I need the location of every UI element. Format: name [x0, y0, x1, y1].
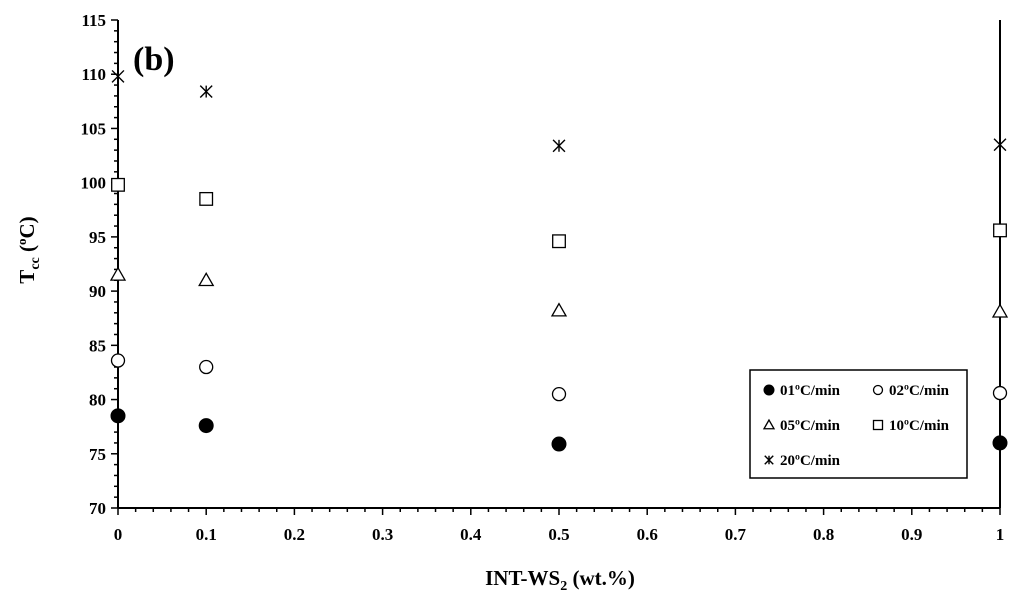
data-points — [109, 69, 1009, 452]
data-point-open-square — [111, 177, 125, 192]
data-point-open-triangle — [109, 266, 127, 281]
legend-marker-open-circle — [872, 384, 884, 396]
y-axis-title-subscript: cc — [28, 257, 43, 269]
x-tick-label: 0.8 — [813, 525, 834, 544]
y-axis-title-main: T — [15, 270, 39, 284]
x-tick-label: 0.5 — [548, 525, 569, 544]
legend-marker-asterisk — [764, 455, 774, 465]
legend-label: 01ºC/min — [780, 383, 841, 399]
x-axis-title: INT-WS2 (wt.%) — [485, 566, 635, 594]
y-tick-label: 70 — [89, 499, 106, 518]
legend-box — [749, 369, 968, 479]
y-tick-label: 105 — [81, 119, 107, 138]
y-tick-label: 80 — [89, 391, 106, 410]
x-tick-label: 0.1 — [196, 525, 217, 544]
x-tick-label: 0.9 — [901, 525, 922, 544]
x-tick-label: 1 — [996, 525, 1005, 544]
tick-labels: 70 75 80 85 90 95 100 105 110 115 0 0.1 0.2 0.3 0.4 0.5… — [81, 11, 1005, 544]
legend-label: 02ºC/min — [889, 383, 950, 399]
data-point-filled-circle — [992, 435, 1008, 451]
y-tick-label: 95 — [89, 228, 106, 247]
data-point-filled-circle — [110, 408, 126, 424]
x-axis-title-suffix: (wt.%) — [567, 566, 635, 590]
data-point-asterisk — [199, 85, 213, 99]
legend-marker-filled-circle — [763, 384, 775, 396]
y-axis-title-superscript: o — [14, 238, 29, 245]
y-tick-label: 90 — [89, 282, 106, 301]
x-tick-label: 0.6 — [637, 525, 658, 544]
data-point-asterisk — [111, 69, 125, 83]
x-tick-label: 0.3 — [372, 525, 393, 544]
y-axis-title: Tcc (oC) — [14, 216, 43, 283]
x-tick-label: 0.4 — [460, 525, 482, 544]
y-tick-label: 85 — [89, 336, 106, 355]
data-point-open-square — [993, 223, 1007, 238]
data-point-open-triangle — [550, 302, 568, 317]
y-axis-title-open: ( — [15, 245, 39, 257]
data-point-asterisk — [993, 138, 1007, 152]
y-axis-title-suffix: C) — [15, 216, 39, 238]
data-point-open-triangle — [991, 303, 1009, 318]
data-point-open-circle — [992, 385, 1008, 401]
y-tick-label: 110 — [81, 65, 106, 84]
y-tick-label: 115 — [81, 11, 106, 30]
x-tick-label: 0.2 — [284, 525, 305, 544]
data-point-open-circle — [551, 386, 567, 402]
legend-label: 10ºC/min — [889, 418, 950, 434]
data-point-open-square — [199, 191, 214, 206]
legend-label: 20ºC/min — [780, 453, 841, 469]
x-axis-title-subscript: 2 — [560, 579, 567, 594]
legend-marker-open-square — [872, 419, 884, 431]
data-point-open-square — [552, 234, 566, 249]
x-tick-label: 0.7 — [725, 525, 747, 544]
panel-label: (b) — [133, 41, 175, 78]
x-axis-title-main: INT-WS — [485, 566, 560, 590]
legend-label: 05ºC/min — [780, 418, 841, 434]
y-tick-label: 75 — [89, 445, 106, 464]
data-point-filled-circle — [198, 418, 214, 434]
legend-marker-open-triangle — [762, 418, 776, 430]
data-point-filled-circle — [551, 436, 567, 452]
y-tick-label: 100 — [81, 174, 107, 193]
x-tick-label: 0 — [114, 525, 123, 544]
data-point-open-circle — [110, 353, 126, 368]
data-point-open-triangle — [198, 271, 215, 287]
data-point-asterisk — [552, 139, 566, 153]
legend: 01ºC/min 02ºC/min 05ºC/min 10ºC/min 20ºC/min — [749, 369, 968, 479]
data-point-open-circle — [199, 359, 214, 375]
